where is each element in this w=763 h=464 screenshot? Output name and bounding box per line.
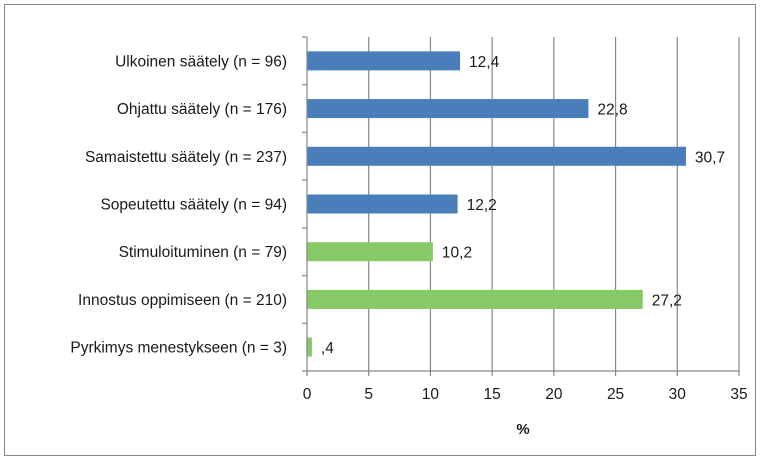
bar-2 (307, 146, 686, 166)
bar-5 (307, 289, 643, 309)
category-label-4: Stimuloituminen (n = 79) (119, 244, 287, 261)
bar-1 (307, 99, 589, 119)
bar-4 (307, 242, 433, 262)
x-axis-title: % (516, 421, 529, 438)
x-tick-label-0: 0 (303, 386, 312, 403)
x-tick-label-1: 5 (364, 386, 373, 403)
data-label-2: 30,7 (695, 149, 725, 166)
x-tick-label-4: 20 (545, 386, 563, 403)
category-label-0: Ulkoinen säätely (n = 96) (115, 53, 287, 70)
x-tick-label-3: 15 (484, 386, 501, 403)
bars (307, 51, 686, 357)
bar-6 (307, 337, 312, 357)
data-label-6: ,4 (321, 340, 334, 357)
category-label-1: Ohjattu säätely (n = 176) (117, 101, 287, 118)
data-label-0: 12,4 (469, 54, 500, 71)
category-labels: Ulkoinen säätely (n = 96) Ohjattu säätely… (70, 53, 287, 356)
axes (302, 36, 740, 376)
chart-frame (4, 4, 756, 456)
data-label-1: 22,8 (597, 102, 627, 119)
x-tick-label-2: 10 (422, 386, 440, 403)
bar-0 (307, 51, 461, 71)
x-tick-label-6: 30 (669, 386, 687, 403)
data-label-5: 27,2 (652, 292, 682, 309)
x-tick-labels: 0 5 10 15 20 25 30 35 (303, 386, 748, 403)
category-label-5: Innostus oppimiseen (n = 210) (78, 292, 287, 309)
x-tick-label-7: 35 (730, 386, 747, 403)
bar-3 (307, 194, 458, 214)
data-label-4: 10,2 (442, 245, 472, 262)
category-label-3: Sopeutettu säätely (n = 94) (100, 197, 287, 214)
gridlines (368, 37, 740, 371)
category-label-6: Pyrkimys menestykseen (n = 3) (70, 340, 287, 357)
data-label-3: 12,2 (467, 197, 497, 214)
data-labels: 12,4 22,8 30,7 12,2 10,2 27,2 ,4 (321, 54, 725, 357)
category-label-2: Samaistettu säätely (n = 237) (85, 149, 287, 166)
x-tick-label-5: 25 (607, 386, 624, 403)
